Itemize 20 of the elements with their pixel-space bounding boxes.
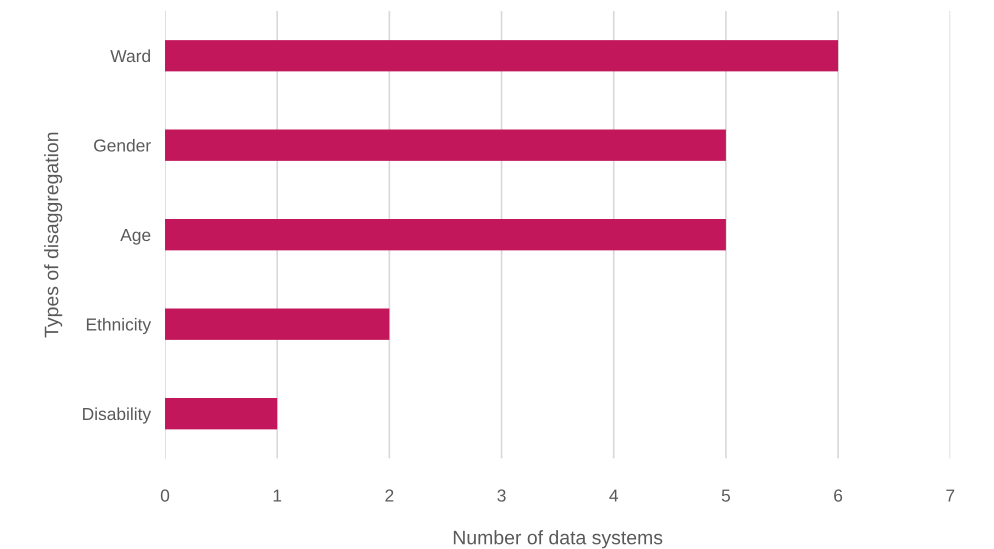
x-tick-label: 0 [160, 489, 170, 502]
x-tick-label: 4 [609, 490, 618, 502]
y-tick-label: Ethnicity [86, 318, 152, 334]
bar [165, 398, 278, 430]
x-tick-label: 2 [385, 489, 394, 502]
y-axis-title: Types of disaggregation [44, 132, 62, 338]
bar [165, 130, 726, 161]
x-axis-title: Number of data systems [454, 530, 662, 548]
x-tick-label: 6 [834, 489, 842, 502]
y-tick-label: Age [120, 229, 150, 245]
bar [165, 40, 838, 72]
y-tick-label: Ward [110, 49, 150, 62]
y-tick-label: Gender [94, 138, 151, 152]
x-tick-label: 7 [946, 490, 954, 502]
y-tick-label: Disability [83, 407, 152, 424]
x-tick-label: 1 [274, 490, 282, 502]
x-tick-label: 3 [497, 489, 506, 502]
bar [165, 308, 390, 340]
x-tick-label: 5 [722, 490, 730, 502]
bar [165, 219, 726, 250]
